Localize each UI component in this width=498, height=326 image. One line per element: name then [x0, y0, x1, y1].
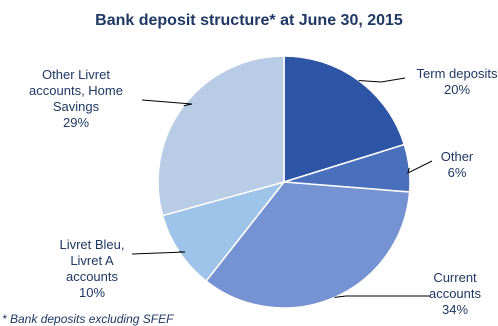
- slice-percent-4: 29%: [63, 115, 89, 130]
- leader-line-0: [358, 77, 406, 83]
- chart-title: Bank deposit structure* at June 30, 2015: [95, 12, 403, 29]
- pie-slices: [157, 55, 411, 309]
- slice-label-line-4: accounts, Home: [29, 83, 123, 98]
- slice-percent-2: 34%: [442, 302, 468, 317]
- slice-percent-3: 10%: [79, 285, 105, 300]
- slice-percent-0: 20%: [444, 82, 470, 97]
- slice-label-line-0: Term deposits: [417, 66, 498, 81]
- leader-line-2: [334, 295, 430, 298]
- slice-label-4: Other Livret accounts, Home Savings 29%: [29, 67, 123, 130]
- chart-footnote: * Bank deposits excluding SFEF: [2, 312, 174, 326]
- slice-label-2: Current accounts 34%: [429, 270, 482, 317]
- slice-label-line-4: Savings: [53, 99, 100, 114]
- slice-label-line-3: Livret A: [70, 253, 114, 268]
- leader-line-4: [141, 99, 193, 107]
- slice-label-line-1: Other: [441, 149, 474, 164]
- leader-line-1: [407, 160, 433, 174]
- slice-label-line-2: accounts: [429, 286, 482, 301]
- slice-label-line-3: Livret Bleu,: [59, 237, 124, 252]
- slice-labels: Term deposits 20%Other 6%Current accounts 34…: [29, 66, 498, 317]
- slice-label-1: Other 6%: [441, 149, 474, 180]
- leader-lines: [131, 77, 433, 298]
- slice-label-0: Term deposits 20%: [417, 66, 498, 97]
- slice-label-line-4: Other Livret: [42, 67, 110, 82]
- slice-percent-1: 6%: [448, 165, 467, 180]
- leader-line-3: [131, 251, 186, 255]
- slice-label-line-3: accounts: [66, 269, 119, 284]
- slice-label-line-2: Current: [433, 270, 477, 285]
